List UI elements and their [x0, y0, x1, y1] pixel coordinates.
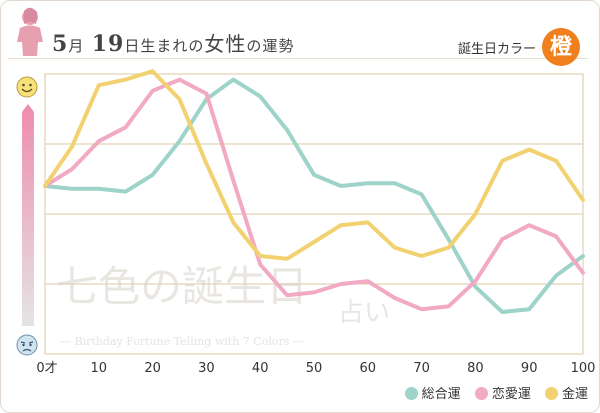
- woman-silhouette-icon: [17, 7, 43, 56]
- title-day: 19: [91, 31, 125, 57]
- watermark-subtitle: — Birthday Fortune Telling with 7 Colors…: [60, 335, 304, 348]
- mood-scale: [16, 76, 38, 356]
- x-tick-label: 70: [413, 361, 430, 376]
- legend-label-money: 金運: [561, 387, 588, 402]
- legend-swatch-money: [544, 387, 558, 400]
- title-month-unit: 月: [68, 37, 85, 55]
- watermark-title: 七色の誕生日: [56, 262, 308, 311]
- x-tick-label: 90: [521, 361, 538, 376]
- x-tick-label: 100: [571, 361, 596, 376]
- series-line-total: [43, 77, 585, 314]
- legend-item-love: 恋愛運: [474, 383, 531, 402]
- grid-lines: [45, 143, 583, 285]
- happy-face-icon: [16, 76, 38, 98]
- birthday-color-badge: 橙: [542, 28, 580, 66]
- x-tick-label: 80: [467, 361, 484, 376]
- title-big: 女性: [204, 32, 247, 56]
- x-tick-label: 30: [198, 361, 215, 376]
- series-line-love: [43, 77, 585, 312]
- x-axis-ticks: 0才 10 20 30 40 50 60 70 80 90 100: [36, 361, 595, 376]
- series-lines: [43, 69, 585, 314]
- title-end: の運勢: [246, 37, 295, 55]
- legend-item-total: 総合運: [404, 383, 461, 402]
- title-mid: 日生まれの: [124, 37, 205, 55]
- watermark-title-suffix: 占い: [338, 298, 390, 328]
- x-tick-label: 0才: [36, 361, 57, 376]
- birthday-color-label: 誕生日カラー: [457, 42, 536, 57]
- x-tick-label: 60: [360, 361, 377, 376]
- legend-swatch-total: [404, 387, 418, 400]
- legend: 総合運 恋愛運 金運: [395, 383, 588, 402]
- mood-gradient-bar: [22, 112, 34, 326]
- legend-label-total: 総合運: [421, 387, 461, 402]
- title-month: 5: [52, 31, 69, 57]
- mood-arrow-icon: [22, 104, 34, 112]
- page-title: 5月 19日生まれの女性の運勢: [52, 28, 294, 58]
- x-tick-label: 50: [306, 361, 323, 376]
- watermark: 七色の誕生日 占い — Birthday Fortune Telling wit…: [56, 262, 390, 348]
- legend-item-money: 金運: [544, 383, 588, 402]
- x-tick-label: 20: [144, 361, 161, 376]
- x-tick-label: 10: [91, 361, 108, 376]
- title-bar: 5月 19日生まれの女性の運勢 誕生日カラー 橙: [8, 7, 588, 66]
- sad-face-icon: [16, 334, 38, 356]
- legend-label-love: 恋愛運: [491, 387, 531, 402]
- series-line-money: [43, 69, 585, 261]
- x-tick-label: 40: [252, 361, 269, 376]
- legend-swatch-love: [474, 387, 488, 400]
